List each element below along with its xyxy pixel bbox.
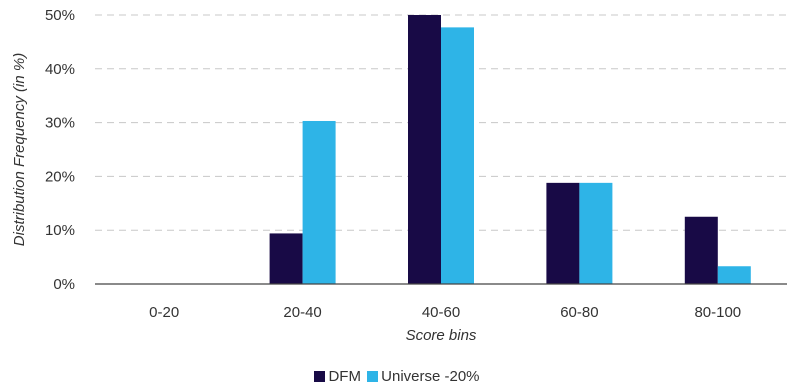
bar-dfm-60-80 [546,182,580,284]
bar-universe-40-60 [441,27,474,285]
y-tick-labels: 0% 10% 20% 30% 40% 50% [45,7,75,293]
legend-swatch-dfm [314,371,326,382]
y-tick-label: 30% [45,115,75,132]
legend-item-universe: Universe -20% [367,368,480,385]
legend-swatch-universe [367,371,379,382]
bar-universe-60-80 [579,182,613,284]
x-axis-title: Score bins [406,327,477,344]
legend-label-dfm: DFM [328,368,361,385]
x-tick-label: 80-100 [694,304,741,321]
bar-dfm-80-100 [684,216,718,284]
bar-universe-80-100 [717,266,751,284]
y-axis-title: Distribution Frequency (in %) [11,53,28,246]
bar-chart: 0% 10% 20% 30% 40% 50% 0-20 20-40 40-60 60-80 80-… [11,7,787,344]
y-tick-label: 0% [53,276,75,293]
y-tick-label: 40% [45,61,75,78]
y-tick-label: 50% [45,7,75,24]
y-tick-label: 10% [45,222,75,239]
bars [269,15,751,285]
legend: DFM Universe -20% [0,368,794,386]
x-tick-label: 40-60 [422,304,460,321]
legend-item-dfm: DFM [314,368,361,385]
legend-label-universe: Universe -20% [381,368,480,385]
x-tick-label: 20-40 [283,304,321,321]
x-tick-label: 60-80 [560,304,598,321]
x-tick-label: 0-20 [149,304,179,321]
bar-dfm-20-40 [269,233,303,284]
bar-dfm-40-60 [408,15,441,284]
x-tick-labels: 0-20 20-40 40-60 60-80 80-100 [149,304,741,321]
bar-universe-20-40 [302,120,336,285]
y-tick-label: 20% [45,168,75,185]
gridlines [95,14,787,231]
